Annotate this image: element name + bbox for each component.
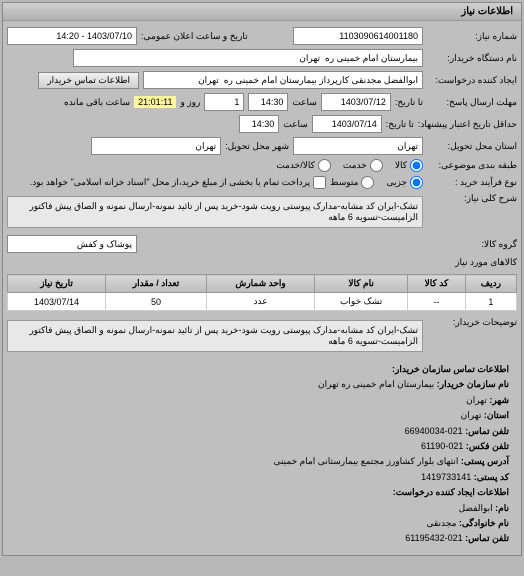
lname-value: مجدنقی [426, 518, 456, 528]
goods-group-input[interactable] [7, 235, 137, 253]
radio-jozei[interactable]: جزیی [386, 176, 423, 189]
items-table: ردیفکد کالانام کالاواحد شمارشتعداد / مقد… [7, 274, 517, 311]
radio-khedmat-input[interactable] [370, 159, 383, 172]
radio-motevaset-input[interactable] [361, 176, 374, 189]
state-label: استان: [484, 410, 509, 420]
table-cell: 50 [106, 293, 207, 311]
request-number-input[interactable] [293, 27, 423, 45]
delivery-city-input[interactable] [91, 137, 221, 155]
package-label: طبقه بندی موضوعی: [427, 160, 517, 171]
phone-label: تلفن تماس: [465, 426, 509, 436]
desc-label: شرح کلی نیاز: [427, 193, 517, 204]
cphone-label: تلفن تماس: [465, 533, 509, 543]
table-row[interactable]: 1--تشک خوابعدد501403/07/14 [8, 293, 517, 311]
radio-both-input[interactable] [318, 159, 331, 172]
announce-input[interactable] [7, 27, 137, 45]
days-input[interactable] [204, 93, 244, 111]
contact-button[interactable]: اطلاعات تماس خریدار [38, 72, 139, 89]
goods-group-label: گروه کالا: [427, 239, 517, 250]
radio-jozei-input[interactable] [410, 176, 423, 189]
radio-kala-input[interactable] [410, 159, 423, 172]
fax-label: تلفن فکس: [466, 441, 509, 451]
table-header: کد کالا [408, 275, 466, 293]
announce-label: تاریخ و ساعت اعلان عمومی: [141, 31, 248, 42]
note-box: تشک-ایران کد مشابه-مدارک پیوستی رویت شود… [7, 320, 423, 352]
delivery-state-input[interactable] [293, 137, 423, 155]
table-header: نام کالا [315, 275, 408, 293]
form-body: شماره نیاز: تاریخ و ساعت اعلان عمومی: نا… [3, 21, 521, 555]
pay-radio-group: جزیی متوسط [330, 176, 423, 189]
table-cell: 1 [465, 293, 516, 311]
cphone-value: 021-61195432 [405, 533, 462, 543]
note-label: توضیحات خریدار: [427, 317, 517, 328]
lname-label: نام خانوادگی: [459, 518, 509, 528]
table-cell: -- [408, 293, 466, 311]
table-header: واحد شمارش [206, 275, 314, 293]
table-header: تاریخ نیاز [8, 275, 106, 293]
validity-date-input[interactable] [312, 115, 382, 133]
package-radio-group: کالا خدمت کالا/خدمت [276, 159, 423, 172]
creator-section-title: اطلاعات ایجاد کننده درخواست: [393, 487, 509, 497]
remaining-time: 21:01:11 [134, 96, 176, 108]
validity-time-input[interactable] [239, 115, 279, 133]
contact-section-title: اطلاعات تماس سازمان خریدار: [392, 364, 509, 374]
remaining-label: ساعت باقی مانده [64, 97, 130, 108]
table-header: تعداد / مقدار [106, 275, 207, 293]
org-value: بیمارستان امام خمینی ره تهران [318, 379, 434, 389]
deadline-time-input[interactable] [248, 93, 288, 111]
delivery-city-label: شهر محل تحویل: [225, 141, 289, 152]
addr-value: انتهای بلوار کشاورز مجتمع بیمارستانی اما… [273, 456, 458, 466]
table-header: ردیف [465, 275, 516, 293]
pay-note-checkbox[interactable] [313, 176, 326, 189]
fax-value: 021-61190 [421, 441, 463, 451]
name-label: نام: [495, 503, 509, 513]
phone-value: 021-66940034 [405, 426, 463, 436]
validity-to-label: تا تاریخ: [386, 119, 414, 130]
buyer-org-label: نام دستگاه خریدار: [427, 53, 517, 64]
deadline-date-input[interactable] [321, 93, 391, 111]
goods-needed-label: کالاهای مورد نیاز [427, 257, 517, 268]
city-value: تهران [466, 395, 487, 405]
radio-khedmat[interactable]: خدمت [343, 159, 383, 172]
zip-value: 1419733141 [421, 472, 471, 482]
deadline-send-label: مهلت ارسال پاسخ: [427, 97, 517, 108]
time-label-1: ساعت [292, 97, 317, 108]
city-label: شهر: [489, 395, 509, 405]
org-label: نام سازمان خریدار: [437, 379, 509, 389]
desc-box: تشک-ایران کد مشابه-مدارک پیوستی رویت شود… [7, 196, 423, 228]
panel-title: اطلاعات نیاز [3, 3, 521, 21]
state-value: تهران [461, 410, 482, 420]
creator-label: ایجاد کننده درخواست: [427, 75, 517, 86]
pay-note-check[interactable]: پرداخت تمام یا بخشی از مبلغ خرید،از محل … [30, 176, 326, 189]
radio-kala[interactable]: کالا [395, 159, 423, 172]
request-number-label: شماره نیاز: [427, 31, 517, 42]
creator-input[interactable] [143, 71, 423, 89]
delivery-state-label: استان محل تحویل: [427, 141, 517, 152]
table-cell: 1403/07/14 [8, 293, 106, 311]
name-value: ابوالفضل [459, 503, 493, 513]
main-panel: اطلاعات نیاز شماره نیاز: تاریخ و ساعت اع… [2, 2, 522, 556]
time-label-2: ساعت [283, 119, 308, 130]
radio-both[interactable]: کالا/خدمت [276, 159, 331, 172]
zip-label: کد پستی: [474, 472, 509, 482]
radio-motevaset[interactable]: متوسط [330, 176, 374, 189]
table-cell: عدد [206, 293, 314, 311]
days-label: روز و [180, 97, 200, 108]
addr-label: آدرس پستی: [461, 456, 509, 466]
deadline-to-label: تا تاریخ: [395, 97, 423, 108]
validity-label: حداقل تاریخ اعتبار پیشنهاد: [418, 119, 517, 130]
table-cell: تشک خواب [315, 293, 408, 311]
contact-info-section: اطلاعات تماس سازمان خریدار: نام سازمان خ… [7, 357, 517, 551]
buyer-org-input[interactable] [73, 49, 423, 67]
pay-type-label: نوع فرآیند خرید : [427, 177, 517, 188]
